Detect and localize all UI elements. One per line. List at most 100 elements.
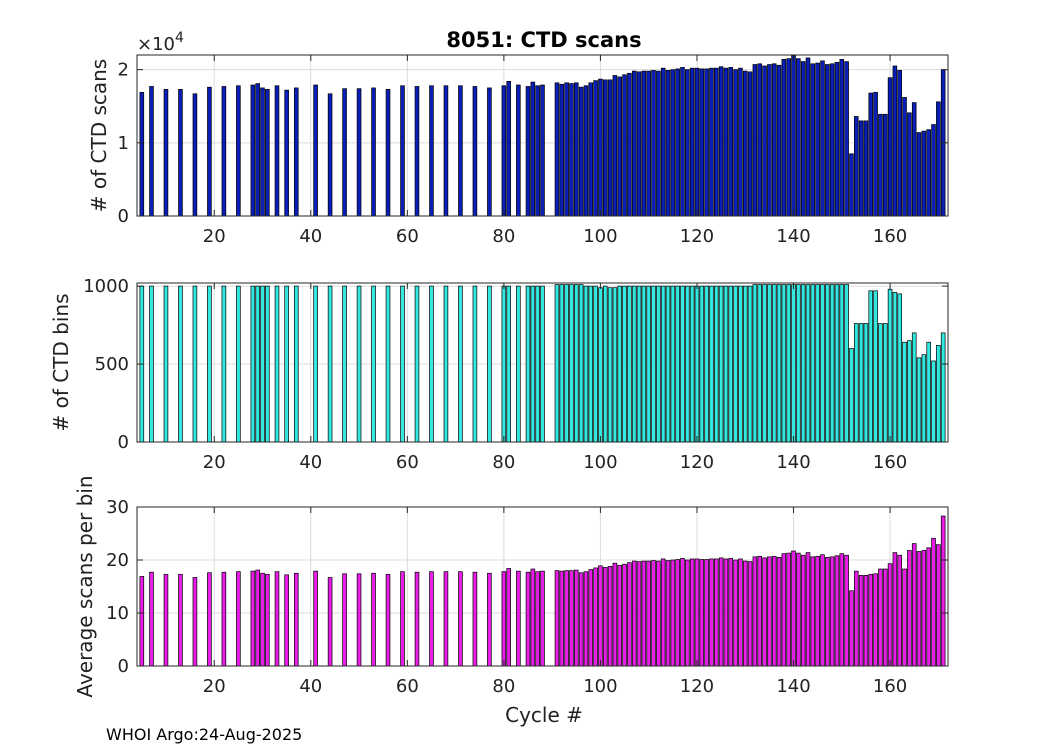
bar xyxy=(757,555,763,667)
bar xyxy=(574,569,579,667)
bar xyxy=(936,101,941,217)
bar xyxy=(800,554,806,667)
bar xyxy=(506,568,511,667)
bar xyxy=(670,285,676,443)
bar xyxy=(554,570,560,667)
bar xyxy=(578,86,584,217)
bar xyxy=(897,70,903,217)
bar xyxy=(622,563,627,667)
bar xyxy=(506,285,511,443)
y-tick-label: 2 xyxy=(118,60,129,81)
bar xyxy=(829,556,835,667)
bar xyxy=(815,555,820,667)
bar xyxy=(192,285,198,443)
x-tick-label: 120 xyxy=(680,676,714,697)
bar xyxy=(602,285,608,443)
bar xyxy=(260,87,265,217)
bar xyxy=(810,556,816,667)
bar xyxy=(858,575,864,667)
bar xyxy=(525,86,531,217)
bar xyxy=(786,552,791,667)
bar xyxy=(646,70,651,217)
bar xyxy=(221,571,227,667)
bar xyxy=(414,285,420,443)
bar xyxy=(820,284,825,443)
bar xyxy=(863,575,869,667)
bar xyxy=(356,573,362,667)
bar xyxy=(858,323,864,443)
y-tick-label: 10 xyxy=(106,603,129,624)
bar xyxy=(385,573,391,667)
x-tick-label: 60 xyxy=(396,452,419,473)
bar xyxy=(255,285,260,443)
bar xyxy=(525,571,531,667)
bar xyxy=(588,82,594,217)
axes-box xyxy=(136,506,949,667)
bar xyxy=(815,284,820,443)
bar xyxy=(733,559,738,667)
x-tick-label: 120 xyxy=(680,226,714,247)
x-tick-label: 160 xyxy=(873,452,907,473)
bar xyxy=(665,70,671,217)
bar xyxy=(868,92,874,217)
bar xyxy=(685,69,690,217)
bar xyxy=(564,82,569,217)
bar xyxy=(255,569,260,667)
bar xyxy=(825,284,830,443)
bar xyxy=(907,112,912,217)
y-tick-label: 1000 xyxy=(83,276,129,297)
bar xyxy=(791,550,796,667)
bar xyxy=(834,555,840,667)
bar xyxy=(940,515,946,667)
bar xyxy=(723,558,729,667)
bar xyxy=(752,64,758,217)
bar xyxy=(805,284,811,443)
bar xyxy=(443,85,449,217)
x-tick-label: 120 xyxy=(680,452,714,473)
bar xyxy=(728,285,734,443)
bar xyxy=(265,89,270,217)
bar xyxy=(294,285,299,443)
bar xyxy=(878,568,883,667)
bar xyxy=(844,284,849,443)
bar xyxy=(617,76,623,217)
bar xyxy=(699,68,705,217)
x-tick-label: 60 xyxy=(396,676,419,697)
bar xyxy=(762,65,767,217)
bar xyxy=(781,59,787,217)
bar xyxy=(429,285,434,443)
bar xyxy=(631,70,637,217)
bar xyxy=(593,285,598,443)
bar xyxy=(718,66,724,217)
bar xyxy=(342,88,347,217)
bar xyxy=(554,284,560,443)
bar xyxy=(752,284,758,443)
bar xyxy=(627,285,632,443)
bar xyxy=(680,67,685,217)
bar xyxy=(627,562,632,667)
bar xyxy=(723,285,729,443)
bar xyxy=(892,65,898,217)
bar xyxy=(675,559,680,667)
bar xyxy=(738,285,743,443)
bar xyxy=(733,69,738,217)
bar xyxy=(207,572,212,667)
bar xyxy=(178,285,183,443)
bar xyxy=(747,561,753,667)
bar xyxy=(617,564,623,667)
x-tick-label: 140 xyxy=(776,226,810,247)
bar xyxy=(887,77,893,217)
bar xyxy=(540,570,545,667)
bar xyxy=(260,572,265,667)
bar xyxy=(236,571,241,667)
bar xyxy=(689,67,695,217)
x-tick-label: 100 xyxy=(583,676,617,697)
bar xyxy=(694,285,700,443)
y-tick-label: 500 xyxy=(95,354,129,375)
bar xyxy=(834,284,840,443)
bar xyxy=(607,79,613,217)
bar xyxy=(516,84,521,217)
bar xyxy=(887,563,893,667)
bar xyxy=(670,69,676,217)
